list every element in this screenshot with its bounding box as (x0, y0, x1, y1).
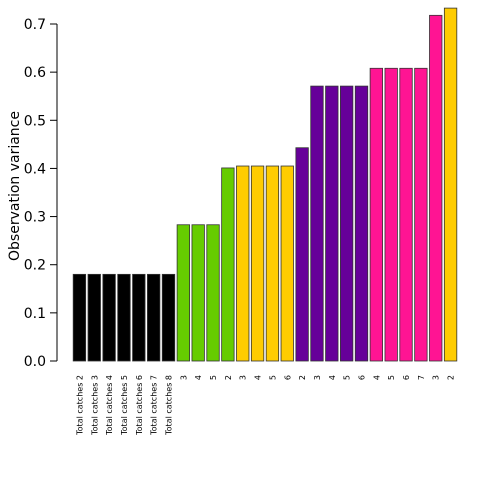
bar-16 (295, 147, 309, 362)
y-axis-title: Observation variance (7, 111, 23, 261)
bar-15 (280, 165, 294, 362)
x-tick-label: Total catches 8 (165, 375, 174, 436)
bar-7 (161, 273, 176, 362)
bar-26 (443, 7, 458, 362)
bar-6 (147, 273, 161, 362)
y-tick-label: 0.6 (24, 65, 46, 81)
x-tick-label: 3 (239, 375, 248, 380)
x-tick-label: 2 (447, 375, 456, 380)
x-tick-label: 5 (387, 375, 396, 380)
bar-13 (250, 165, 265, 362)
x-tick-label: 2 (298, 375, 307, 380)
x-tick-label: 3 (432, 375, 441, 380)
bar-4 (117, 273, 131, 362)
bar-12 (236, 165, 250, 362)
x-tick-label: Total catches 6 (135, 375, 144, 436)
x-tick-label: Total catches 2 (75, 375, 84, 436)
bar-3 (102, 273, 116, 362)
y-axis: 0.0 0.1 0.2 0.3 0.4 0.5 0.6 0.7 (24, 17, 58, 370)
bar-9 (191, 224, 205, 362)
x-tick-label: 4 (372, 375, 381, 380)
x-tick-label: 4 (328, 375, 337, 380)
x-tick-label: 4 (194, 375, 203, 380)
bar-19 (340, 85, 354, 362)
bars-group (72, 7, 458, 362)
bar-2 (87, 273, 101, 362)
x-tick-label: Total catches 4 (105, 375, 114, 436)
x-tick-label: 6 (283, 375, 292, 380)
bar-1 (72, 273, 87, 362)
x-tick-label: 5 (343, 375, 352, 380)
bar-25 (429, 14, 443, 362)
x-tick-label: 6 (358, 375, 367, 380)
x-tick-label: 5 (209, 375, 218, 380)
x-tick-label: Total catches 7 (150, 375, 159, 436)
y-tick-label: 0.4 (24, 161, 46, 177)
x-axis-labels: Total catches 2 Total catches 3 Total catc… (75, 375, 455, 436)
x-tick-label: 6 (402, 375, 411, 380)
bar-5 (132, 273, 146, 362)
bar-23 (399, 67, 413, 362)
bar-24 (414, 67, 428, 362)
x-tick-label: 3 (313, 375, 322, 380)
bar-18 (325, 85, 339, 362)
x-tick-label: 5 (268, 375, 277, 380)
y-tick-label: 0.7 (24, 17, 46, 33)
x-tick-label: 3 (179, 375, 188, 380)
bar-11 (221, 167, 235, 362)
bar-21 (369, 67, 383, 362)
x-tick-label: 2 (224, 375, 233, 380)
bar-22 (384, 67, 398, 362)
y-tick-label: 0.0 (24, 354, 46, 370)
bar-20 (354, 85, 369, 362)
bar-10 (206, 224, 220, 362)
bar-17 (310, 85, 324, 362)
y-tick-label: 0.2 (24, 258, 46, 274)
y-tick-label: 0.1 (24, 306, 46, 322)
x-tick-label: 4 (254, 375, 263, 380)
y-tick-label: 0.3 (24, 210, 46, 226)
bar-8 (176, 224, 190, 362)
x-tick-label: Total catches 5 (120, 375, 129, 436)
y-tick-label: 0.5 (24, 113, 46, 129)
x-tick-label: Total catches 3 (90, 375, 99, 436)
bar-14 (265, 165, 280, 362)
x-tick-label: 7 (417, 375, 426, 380)
